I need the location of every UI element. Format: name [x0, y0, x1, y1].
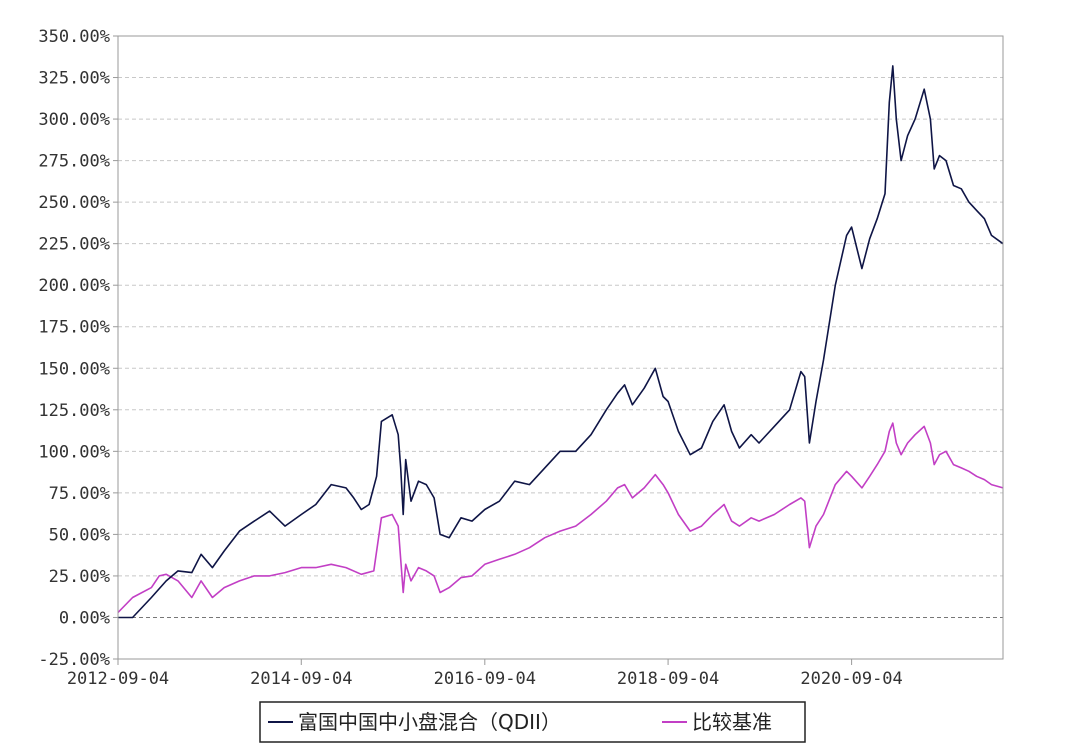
plot-frame: [117, 35, 1004, 660]
y-tick-label: -25.00%: [38, 650, 110, 670]
y-tick-label: 225.00%: [38, 235, 110, 255]
y-tick-label: 300.00%: [38, 110, 110, 130]
y-axis-ticks: -25.00% 0.00% 25.00% 50.00% 75.00% 100.00% 125…: [38, 27, 118, 670]
y-tick-label: 250.00%: [38, 193, 110, 213]
y-tick-label: 25.00%: [49, 567, 110, 587]
grid-lines: [118, 35, 1003, 660]
series-lines: [117, 65, 1004, 619]
x-tick-label: 2012-09-04: [67, 669, 169, 689]
x-tick-label: 2014-09-04: [250, 669, 352, 689]
y-tick-label: 125.00%: [38, 401, 110, 421]
y-tick-label: 75.00%: [49, 484, 110, 504]
y-tick-label: 0.00%: [59, 608, 110, 628]
y-tick-label: 150.00%: [38, 359, 110, 379]
y-tick-label: 200.00%: [38, 276, 110, 296]
series-line-benchmark: [117, 422, 1004, 614]
x-axis-ticks: 2012-09-04 2014-09-04 2016-09-04 2018-09-04…: [67, 659, 903, 689]
legend: 富国中国中小盘混合（QDII） 比较基准: [259, 701, 806, 743]
legend-label-benchmark: 比较基准: [692, 710, 772, 734]
legend-box: [259, 701, 806, 743]
y-tick-label: 350.00%: [38, 27, 110, 47]
legend-label-fund: 富国中国中小盘混合（QDII）: [298, 710, 561, 734]
y-tick-label: 325.00%: [38, 69, 110, 89]
x-tick-label: 2020-09-04: [800, 669, 902, 689]
series-line-fund: [118, 65, 1004, 619]
y-tick-label: 175.00%: [38, 318, 110, 338]
x-tick-label: 2018-09-04: [617, 669, 719, 689]
y-tick-label: 50.00%: [49, 525, 110, 545]
y-tick-label: 100.00%: [38, 442, 110, 462]
x-tick-label: 2016-09-04: [434, 669, 536, 689]
y-tick-label: 275.00%: [38, 152, 110, 172]
